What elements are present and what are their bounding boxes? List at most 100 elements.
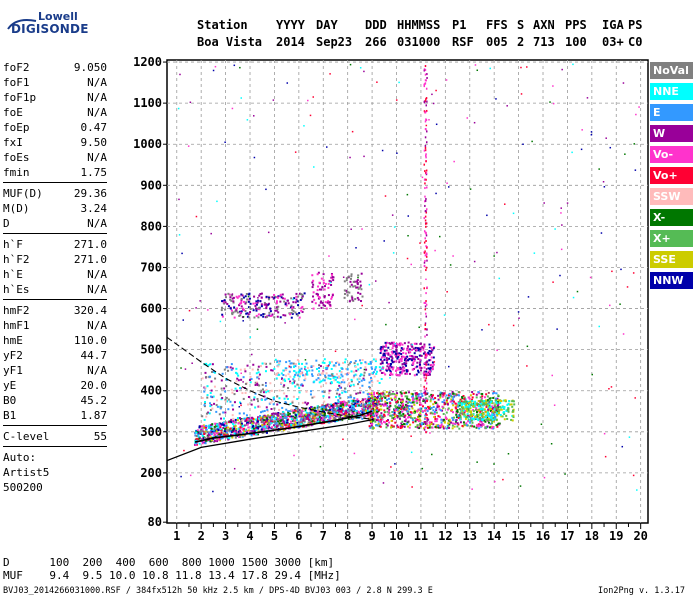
echo-point — [406, 355, 409, 358]
echo-point — [197, 434, 200, 437]
echo-point — [321, 390, 324, 393]
echo-point — [275, 300, 278, 303]
echo-point — [258, 384, 261, 387]
echo-point — [339, 376, 342, 379]
echo-point — [257, 430, 260, 433]
interference-point — [423, 261, 426, 264]
echo-point — [393, 350, 396, 353]
param-row: 500200 — [3, 480, 107, 495]
echo-point — [448, 392, 451, 395]
echo-point — [499, 401, 502, 404]
echo-point — [382, 395, 385, 398]
echo-point — [437, 415, 440, 418]
echo-point — [219, 422, 222, 425]
echo-point — [452, 416, 455, 419]
echo-point — [407, 345, 410, 348]
echo-point — [435, 411, 438, 414]
echo-point — [291, 307, 294, 310]
echo-point — [275, 421, 278, 424]
echo-point — [321, 301, 324, 304]
echo-point — [501, 415, 504, 418]
echo-point — [442, 418, 445, 421]
echo-point — [372, 413, 375, 416]
echo-point — [257, 297, 259, 299]
echo-point — [330, 403, 333, 406]
echo-point — [381, 149, 384, 152]
header-label-8: AXN — [533, 18, 555, 32]
echo-point — [510, 403, 513, 406]
echo-point — [203, 431, 206, 434]
echo-point — [378, 381, 381, 384]
echo-point — [351, 401, 354, 404]
echo-point — [224, 293, 227, 296]
echo-point — [554, 228, 556, 230]
interference-point — [424, 323, 427, 326]
echo-point — [428, 343, 431, 346]
echo-point — [205, 430, 208, 433]
echo-point — [411, 418, 414, 421]
echo-point — [469, 400, 472, 403]
echo-point — [418, 363, 421, 366]
echo-point — [336, 381, 339, 384]
echo-point — [470, 425, 473, 428]
echo-point — [489, 422, 492, 425]
echo-point — [299, 372, 302, 375]
echo-point — [260, 416, 263, 419]
echo-point — [232, 430, 235, 433]
echo-point — [375, 398, 378, 401]
echo-point — [351, 418, 354, 421]
echo-point — [415, 399, 418, 402]
echo-point — [360, 379, 363, 382]
echo-point — [453, 425, 456, 428]
echo-point — [412, 421, 415, 424]
echo-point — [442, 425, 445, 428]
echo-point — [213, 402, 216, 405]
echo-point — [352, 383, 355, 386]
echo-point — [411, 345, 414, 348]
echo-point — [210, 232, 212, 235]
echo-point — [375, 365, 378, 368]
echo-point — [355, 247, 357, 249]
echo-point — [283, 384, 286, 387]
echo-point — [370, 392, 373, 395]
echo-point — [198, 431, 201, 434]
echo-point — [417, 349, 420, 352]
echo-point — [317, 271, 320, 274]
echo-point — [281, 419, 284, 422]
echo-point — [459, 416, 462, 419]
echo-point — [370, 372, 373, 375]
echo-point — [461, 396, 464, 399]
interference-point — [425, 417, 428, 420]
echo-point — [549, 101, 551, 103]
echo-point — [218, 423, 221, 426]
echo-point — [285, 395, 288, 398]
echo-point — [418, 361, 421, 364]
echo-point — [448, 426, 451, 429]
header-label-1: YYYY — [276, 18, 305, 32]
interference-point — [424, 390, 427, 393]
echo-point — [239, 435, 242, 438]
echo-point — [248, 297, 251, 300]
echo-point — [454, 393, 457, 396]
echo-point — [328, 255, 330, 257]
echo-point — [326, 414, 329, 417]
echo-point — [204, 386, 207, 389]
echo-point — [347, 363, 350, 366]
echo-point — [379, 349, 382, 352]
echo-point — [209, 424, 212, 427]
echo-point — [329, 281, 332, 284]
echo-point — [448, 365, 450, 368]
echo-point — [271, 420, 274, 423]
echo-point — [398, 374, 401, 377]
logo-digisonde-text: DIGISONDE — [11, 22, 89, 36]
echo-point — [256, 382, 259, 385]
echo-point — [379, 399, 382, 402]
echo-point — [418, 427, 421, 430]
echo-point — [434, 426, 437, 429]
echo-point — [427, 352, 430, 355]
echo-point — [425, 278, 427, 281]
echo-point — [410, 348, 413, 351]
echo-point — [347, 377, 350, 380]
echo-point — [399, 413, 402, 416]
echo-point — [467, 396, 470, 399]
